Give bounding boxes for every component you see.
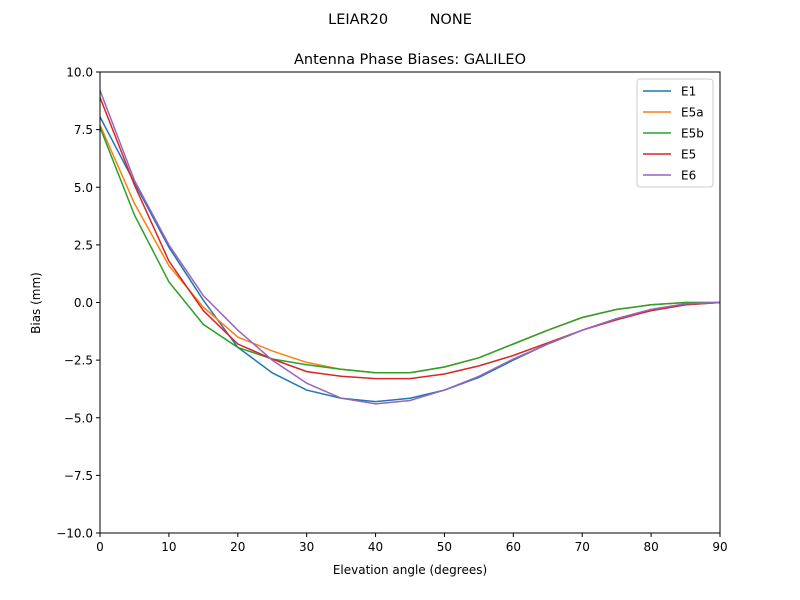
plot-area (99, 90, 721, 405)
x-tick-label: 90 (712, 540, 727, 554)
series-line-e5a (99, 124, 720, 374)
axes-frame (99, 71, 721, 534)
legend-label-e5b: E5b (681, 127, 704, 141)
y-axis-label: Bias (mm) (29, 272, 43, 334)
suptitle: LEIAR20 NONE (328, 12, 472, 28)
legend: E1 E5a E5b E5 E6 (636, 78, 714, 188)
y-tick-label: −7.5 (64, 469, 93, 483)
legend-label-e5: E5 (681, 148, 696, 162)
y-tick-label: 0.0 (74, 296, 93, 310)
series-line-e5b (99, 127, 720, 374)
y-tick-label: 5.0 (74, 181, 93, 195)
x-tick-label: 60 (506, 540, 521, 554)
x-tick-label: 10 (161, 540, 176, 554)
x-tick-label: 50 (437, 540, 452, 554)
legend-label-e6: E6 (681, 169, 696, 183)
x-tick-label: 40 (368, 540, 383, 554)
x-tick-label: 70 (575, 540, 590, 554)
chart-title: Antenna Phase Biases: GALILEO (294, 52, 526, 68)
x-tick-label: 0 (96, 540, 104, 554)
x-axis-label: Elevation angle (degrees) (333, 563, 487, 577)
y-tick-label: −10.0 (56, 527, 93, 541)
x-tick-label: 30 (299, 540, 314, 554)
legend-label-e5a: E5a (681, 106, 704, 120)
series-line-e1 (99, 116, 721, 403)
y-tick-label: 2.5 (74, 238, 93, 252)
y-tick-label: 10.0 (66, 66, 93, 80)
y-tick-label: −2.5 (64, 354, 93, 368)
series-line-e6 (99, 90, 721, 405)
y-tick-label: −5.0 (64, 411, 93, 425)
legend-label-e1: E1 (681, 85, 696, 99)
legend-box (636, 78, 714, 188)
x-axis: 0 10 20 30 40 50 60 70 80 90 (96, 533, 728, 554)
y-tick-label: 7.5 (74, 123, 93, 137)
x-tick-label: 20 (230, 540, 245, 554)
y-axis: 10.0 7.5 5.0 2.5 0.0 −2.5 −5.0 −7.5 −10.0 (56, 66, 100, 541)
series-line-e5 (99, 97, 721, 380)
x-tick-label: 80 (643, 540, 658, 554)
